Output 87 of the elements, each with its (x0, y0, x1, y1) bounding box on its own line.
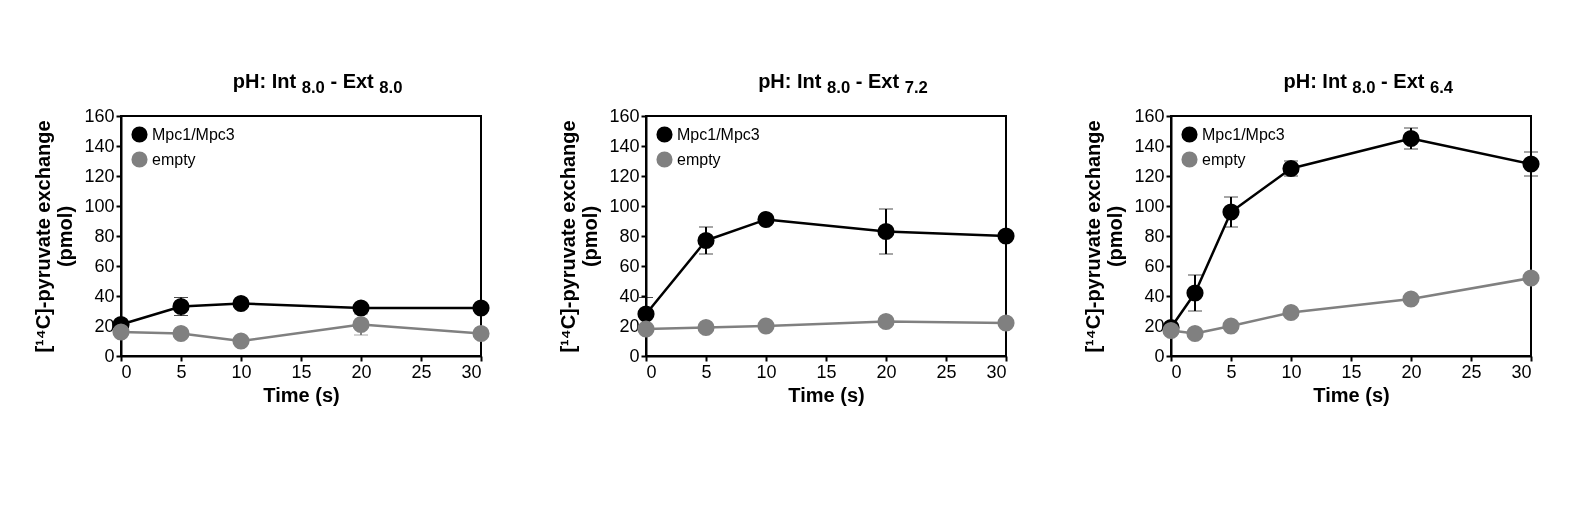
y-axis-title: [¹⁴C]-pyruvate exchange (pmol) (557, 120, 602, 353)
y-tick-label: 160 (1134, 105, 1165, 126)
point (997, 227, 1015, 245)
chart-title: pH: Int $_{8.0}$ - Ext $_{7.2}$ (758, 70, 928, 98)
y-tick-label: 140 (1134, 135, 1165, 156)
x-tick-label: 5 (1226, 361, 1237, 382)
point (472, 324, 490, 343)
x-tick-label: 10 (1281, 361, 1302, 382)
x-tick-label: 10 (756, 361, 777, 382)
x-tick-label: 20 (1401, 361, 1422, 382)
y-tick-label: 120 (84, 165, 115, 186)
x-tick-label: 30 (986, 361, 1007, 382)
y-tick-label: 40 (1144, 285, 1165, 306)
y-tick-label: 40 (619, 285, 640, 306)
legend-label: Mpc1/Mpc3 (151, 125, 235, 143)
x-tick-label: 15 (291, 361, 312, 382)
y-tick-label: 100 (84, 195, 115, 216)
x-axis-title: Time (s) (1313, 383, 1390, 406)
y-tick-label: 120 (1134, 165, 1165, 186)
y-tick-label: 0 (1154, 345, 1165, 366)
point (1186, 284, 1204, 302)
x-tick-label: 20 (351, 361, 372, 382)
x-axis-title: Time (s) (788, 383, 865, 406)
y-tick-label: 80 (94, 225, 115, 246)
x-tick-label: 30 (461, 361, 482, 382)
x-tick-label: 0 (121, 361, 132, 382)
legend-label: empty (151, 150, 196, 168)
y-tick-label: 80 (619, 225, 640, 246)
point (877, 222, 895, 241)
x-tick-label: 30 (1511, 361, 1532, 382)
point (697, 318, 715, 337)
point (997, 314, 1015, 332)
y-tick-label: 80 (1144, 225, 1165, 246)
y-tick-label: 140 (609, 135, 640, 156)
point (1186, 324, 1204, 343)
point (352, 299, 370, 317)
y-tick-label: 120 (609, 165, 640, 186)
legend-label: Mpc1/Mpc3 (676, 125, 760, 143)
point (757, 210, 775, 229)
point (637, 305, 655, 323)
x-tick-label: 25 (1461, 361, 1482, 382)
point (697, 231, 715, 250)
x-tick-label: 5 (701, 361, 712, 382)
y-tick-label: 20 (619, 315, 640, 336)
point (172, 324, 190, 343)
y-tick-label: 40 (94, 285, 115, 306)
x-tick-label: 10 (231, 361, 252, 382)
point (1222, 203, 1240, 221)
x-tick-label: 5 (176, 361, 187, 382)
x-tick-label: 25 (936, 361, 957, 382)
y-axis-title: [¹⁴C]-pyruvate exchange (pmol) (1082, 120, 1127, 353)
chart-title: pH: Int $_{8.0}$ - Ext $_{8.0}$ (232, 70, 403, 98)
legend-label: empty (1202, 150, 1246, 168)
y-tick-label: 20 (1144, 315, 1165, 336)
y-axis-title: [¹⁴C]-pyruvate exchange (pmol) (32, 120, 77, 353)
point (232, 294, 250, 313)
point (877, 312, 895, 331)
x-tick-label: 15 (1341, 361, 1362, 382)
x-tick-label: 0 (1171, 361, 1182, 382)
point (637, 320, 655, 338)
point (1282, 303, 1300, 322)
legend-label: empty (676, 150, 721, 168)
x-axis-title: Time (s) (262, 383, 340, 406)
y-tick-label: 100 (609, 195, 640, 216)
y-tick-label: 60 (94, 255, 115, 276)
y-tick-label: 0 (104, 345, 115, 366)
y-tick-label: 0 (629, 345, 640, 366)
chart-title: pH: Int $_{8.0}$ - Ext $_{6.4}$ (1283, 70, 1454, 98)
point (1522, 155, 1540, 173)
point (1522, 269, 1540, 287)
point (757, 317, 775, 335)
y-tick-label: 140 (84, 135, 115, 156)
y-tick-label: 100 (1134, 195, 1165, 216)
y-tick-label: 60 (1144, 255, 1165, 276)
x-tick-label: 15 (816, 361, 837, 382)
point (1402, 290, 1420, 308)
point (472, 299, 490, 317)
point (1222, 317, 1240, 335)
y-tick-label: 60 (619, 255, 640, 276)
legend-label: Mpc1/Mpc3 (1202, 125, 1286, 143)
y-tick-label: 160 (84, 105, 115, 126)
x-tick-label: 25 (411, 361, 432, 382)
x-tick-label: 20 (876, 361, 897, 382)
y-tick-label: 160 (609, 105, 640, 126)
point (112, 323, 130, 341)
point (232, 332, 250, 350)
x-tick-label: 0 (646, 361, 657, 382)
